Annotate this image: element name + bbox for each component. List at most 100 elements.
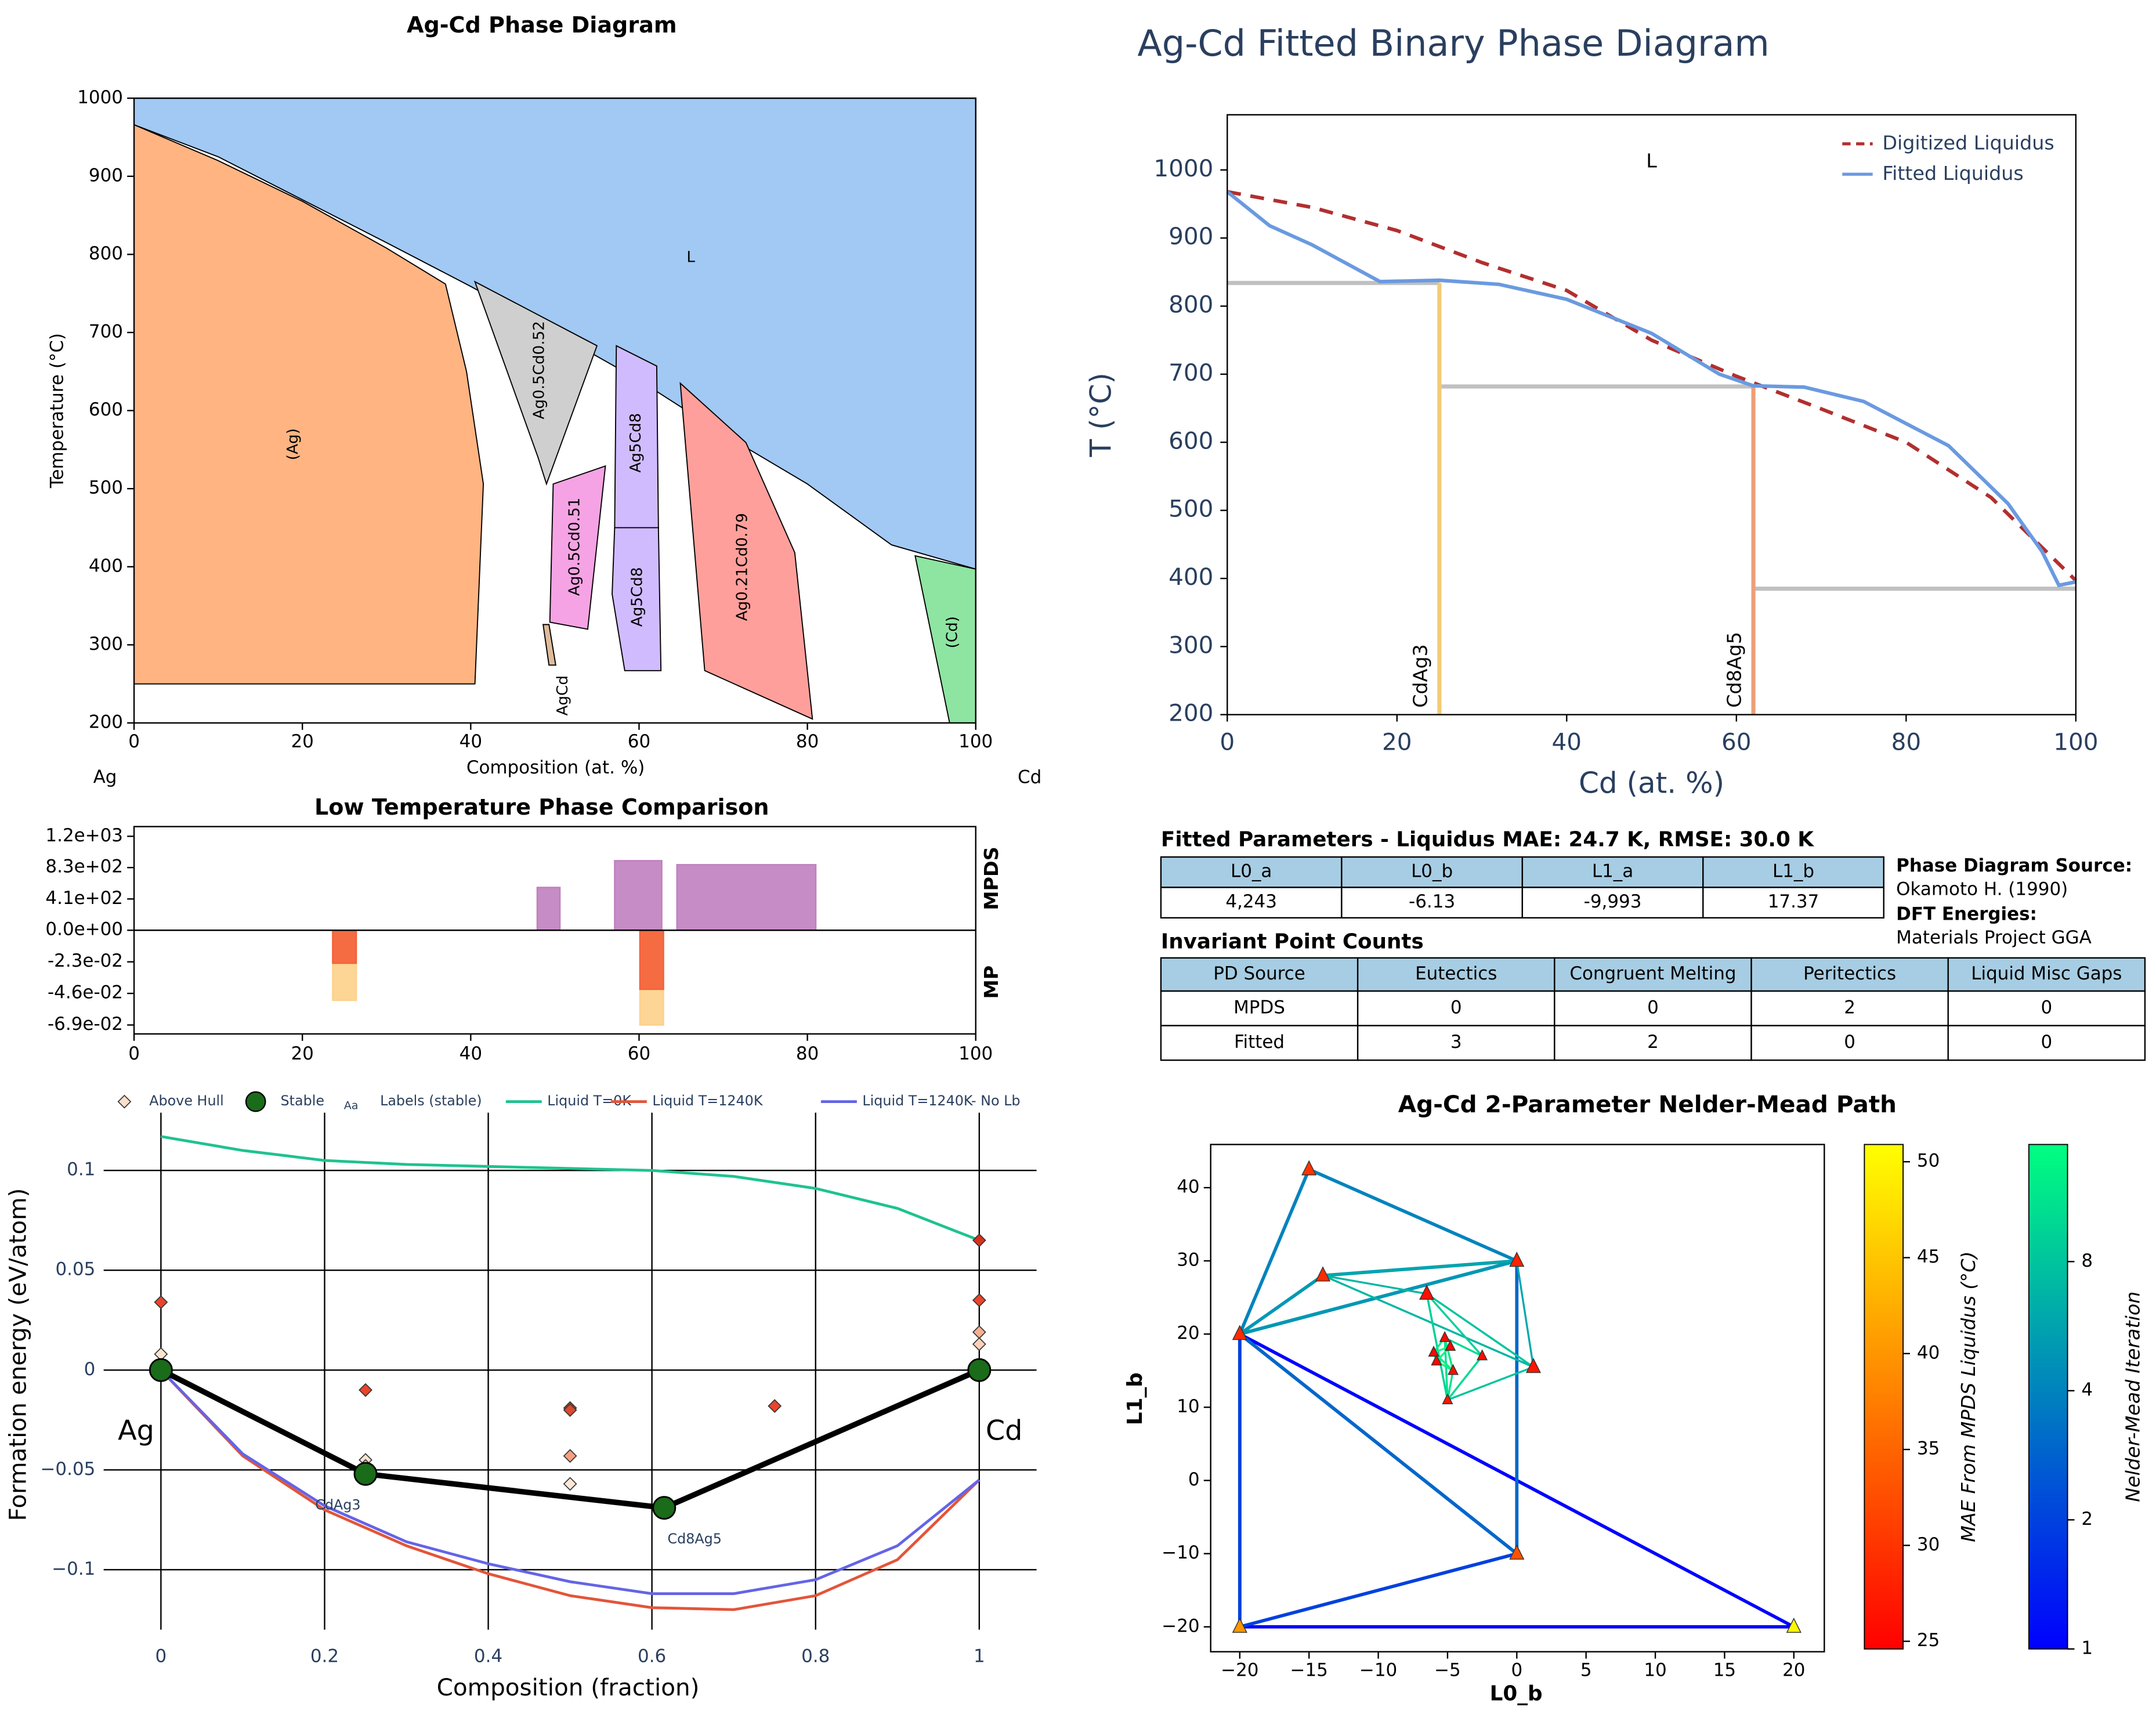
y-tick-label: 0	[1188, 1469, 1200, 1490]
vertex-point	[1232, 1325, 1247, 1340]
colorbar-tick-label: 4	[2081, 1379, 2093, 1400]
y-tick-label: 600	[89, 399, 123, 420]
table-cell-text: 4,243	[1225, 891, 1277, 912]
phase-region	[542, 624, 556, 666]
table-cell	[1947, 1025, 2146, 1061]
y-tick-label: 20	[1177, 1323, 1199, 1344]
table-header-cell	[1947, 957, 2146, 992]
x-tick-label: 0	[128, 1043, 140, 1064]
x-tick-label: 60	[628, 1043, 650, 1064]
panel-label: MP	[980, 966, 1003, 999]
vertex-point	[1428, 1346, 1439, 1357]
vertex-point	[1419, 1284, 1435, 1300]
table-cell-text: -9,993	[1584, 891, 1642, 912]
legend-label: Digitized Liquidus	[1882, 131, 2054, 154]
table-cell	[1521, 887, 1704, 919]
x-tick-label: 15	[1713, 1660, 1736, 1681]
table-header-cell	[1521, 856, 1704, 888]
table-cell-text: 0	[2041, 1032, 2052, 1053]
legend-label: Labels (stable)	[380, 1093, 482, 1109]
bar	[639, 930, 664, 990]
y-tick-label: 700	[1169, 359, 1213, 386]
y-tick-label: 200	[89, 711, 123, 732]
table-cell	[1750, 1025, 1949, 1061]
source-label: DFT Energies:	[1896, 904, 2037, 925]
y-tick-label: 600	[1169, 426, 1213, 454]
simplex	[1432, 1346, 1451, 1364]
table-cell-text: Fitted	[1234, 1032, 1285, 1053]
y-tick-label: -2.3e-02	[48, 950, 123, 971]
y-tick-label: 1000	[1153, 154, 1213, 182]
x-tick-label: 0.8	[801, 1646, 830, 1667]
x-tick-label: 80	[796, 731, 819, 752]
x-tick-label: 60	[628, 731, 650, 752]
colorbar-tick-label: 45	[1917, 1246, 1940, 1267]
annotation: L	[1646, 149, 1657, 172]
y-tick-label: 900	[1169, 222, 1213, 250]
region-label: Ag5Cd8	[627, 413, 645, 473]
region-label: (Cd)	[944, 616, 961, 648]
table-cell-text: -6.13	[1409, 891, 1455, 912]
legend-marker: Aa	[344, 1099, 359, 1112]
table-header: Liquid Misc Gaps	[1971, 963, 2122, 984]
phase-region	[612, 527, 662, 671]
compound-label: Cd8Ag5	[1723, 632, 1746, 708]
above-hull-point	[563, 1477, 577, 1491]
x-tick-label: 20	[291, 1043, 313, 1064]
y-tick-label: 0.05	[55, 1259, 95, 1280]
colorbar-tick-label: 1	[2081, 1637, 2093, 1658]
colorbar	[2028, 1144, 2068, 1650]
x-tick-label: 10	[1644, 1660, 1666, 1681]
vertex-point	[1232, 1617, 1247, 1633]
colorbar-tick-label: 8	[2081, 1250, 2093, 1271]
legend-label: Liquid T=1240K	[652, 1093, 763, 1109]
y-tick-label: 4.1e+02	[45, 888, 123, 909]
table-header: L1_b	[1772, 861, 1814, 882]
hull-line	[160, 1367, 981, 1511]
x-tick-label: 40	[1552, 728, 1582, 756]
table-cell	[1356, 1025, 1555, 1061]
table-header: Eutectics	[1415, 963, 1497, 984]
vertex-point	[1445, 1340, 1456, 1351]
y-tick-label: 800	[1169, 291, 1213, 319]
x-axis-label: Composition (at. %)	[466, 757, 645, 778]
y-tick-label: 10	[1177, 1396, 1199, 1417]
above-hull-point	[563, 1449, 577, 1463]
table-cell-text: 17.37	[1768, 891, 1819, 912]
y-tick-label: 0	[84, 1359, 96, 1380]
x-tick-label: 60	[1721, 728, 1752, 756]
table-header-cell	[1702, 856, 1884, 888]
table-cell-text: 0	[1450, 997, 1462, 1018]
table-cell-text: 0	[2041, 997, 2052, 1018]
stable-label: Cd8Ag5	[667, 1531, 721, 1547]
y-tick-label: 0.0e+00	[45, 919, 123, 940]
table-cell-text: MPDS	[1233, 997, 1285, 1018]
plot-frame	[133, 826, 976, 1035]
table-title: Invariant Point Counts	[1161, 930, 1424, 954]
x-tick-label: −20	[1221, 1660, 1258, 1681]
y-axis-label: L1_b	[1123, 1372, 1147, 1425]
y-axis-label: Temperature (°C)	[47, 333, 68, 489]
x-tick-label: 100	[958, 1043, 993, 1064]
stable-label: Cd	[986, 1415, 1023, 1447]
y-tick-label: 700	[89, 321, 123, 342]
x-tick-label: −15	[1290, 1660, 1328, 1681]
x-tick-label: 0	[155, 1646, 167, 1667]
phase-region	[473, 280, 598, 486]
y-tick-label: -4.6e-02	[48, 982, 123, 1003]
y-tick-label: 400	[1169, 563, 1213, 591]
table-cell-text: 3	[1450, 1032, 1462, 1053]
table-header: L0_b	[1411, 861, 1453, 882]
vertex-point	[1509, 1544, 1525, 1560]
y-tick-label: -6.9e-02	[48, 1014, 123, 1035]
table-header-cell	[1160, 957, 1359, 992]
x-tick-label: 20	[1782, 1660, 1805, 1681]
bar	[536, 887, 561, 931]
y-tick-label: 400	[89, 555, 123, 576]
vertex-point	[1442, 1393, 1453, 1405]
legend-label: Fitted Liquidus	[1882, 162, 2023, 185]
phase-region	[133, 124, 484, 685]
x-tick-label: 100	[958, 731, 993, 752]
phase-region	[679, 382, 813, 720]
